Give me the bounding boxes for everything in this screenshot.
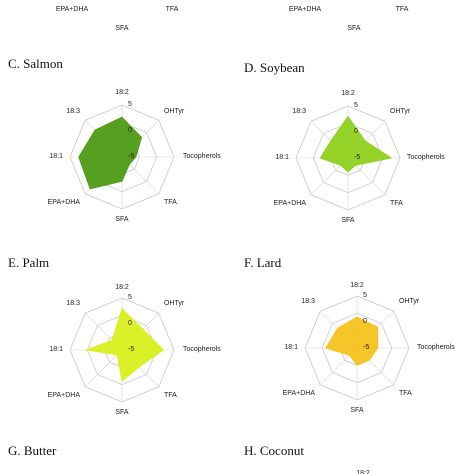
radar-spoke bbox=[84, 349, 123, 388]
axis-label-tfa: TFA bbox=[390, 200, 403, 207]
axis-label-18-3: 18:3 bbox=[66, 108, 80, 115]
axis-label-ohtyr: OHTyr bbox=[399, 298, 420, 305]
tick-label-0: 0 bbox=[363, 318, 367, 325]
axis-label-18-3: 18:3 bbox=[292, 108, 306, 115]
axis-label-ohtyr: OHTyr bbox=[164, 108, 185, 115]
axis-label-18-2: 18:2 bbox=[341, 90, 355, 97]
tick-label-0: 0 bbox=[354, 128, 358, 135]
tick-label-minus-5: -5 bbox=[128, 346, 134, 353]
axis-label-tfa: TFA bbox=[166, 6, 179, 13]
panel-title-h: H. Coconut bbox=[244, 443, 304, 458]
axis-label-18-1: 18:1 bbox=[49, 153, 63, 160]
tick-label-5: 5 bbox=[354, 102, 358, 109]
axis-label-ohtyr: OHTyr bbox=[390, 108, 411, 115]
axis-label-epa-dha: EPA+DHA bbox=[48, 392, 81, 399]
panel-title-c: C. Salmon bbox=[8, 56, 63, 71]
radar-area-d bbox=[319, 115, 393, 173]
tick-label-minus-5: -5 bbox=[363, 344, 369, 351]
tick-label-5: 5 bbox=[363, 292, 367, 299]
radar-panel-h: H. Coconut 18:2 bbox=[244, 443, 370, 474]
radar-panel-c: C. Salmon 18:2 OHTyr Tocopherols TFA SFA… bbox=[8, 56, 221, 223]
radar-area-e bbox=[84, 307, 165, 382]
axis-label-sfa: SFA bbox=[115, 409, 129, 416]
axis-label-tocopherols: Tocopherols bbox=[183, 346, 221, 353]
radar-panel-g: G. Butter bbox=[8, 443, 57, 458]
axis-label-sfa: SFA bbox=[350, 407, 364, 414]
axis-label-18-1: 18:1 bbox=[275, 154, 289, 161]
tick-label-0: 0 bbox=[128, 127, 132, 134]
axis-label-18-2: 18:2 bbox=[115, 89, 129, 96]
axis-label-epa-dha: EPA+DHA bbox=[289, 6, 322, 13]
radar-area-c bbox=[78, 116, 143, 190]
tick-label-5: 5 bbox=[128, 294, 132, 301]
radar-panel-a: EPA+DHA TFA SFA bbox=[56, 6, 179, 32]
axis-label-18-2: 18:2 bbox=[350, 282, 364, 289]
axis-label-tocopherols: Tocopherols bbox=[417, 344, 455, 351]
panel-title-d: D. Soybean bbox=[244, 60, 305, 75]
panel-title-e: E. Palm bbox=[8, 255, 49, 270]
axis-label-sfa: SFA bbox=[115, 25, 129, 32]
axis-label-ohtyr: OHTyr bbox=[164, 300, 185, 307]
axis-label-epa-dha: EPA+DHA bbox=[274, 200, 307, 207]
radar-panel-f: F. Lard 18:2 OHTyr Tocopherols TFA SFA E… bbox=[244, 255, 455, 414]
axis-label-18-2: 18:2 bbox=[356, 470, 370, 474]
panel-title-f: F. Lard bbox=[244, 255, 282, 270]
axis-label-sfa: SFA bbox=[115, 216, 129, 223]
axis-label-18-3: 18:3 bbox=[301, 298, 315, 305]
axis-label-18-3: 18:3 bbox=[66, 300, 80, 307]
axis-label-sfa: SFA bbox=[341, 217, 355, 224]
tick-label-0: 0 bbox=[128, 320, 132, 327]
axis-label-18-1: 18:1 bbox=[49, 346, 63, 353]
axis-label-tocopherols: Tocopherols bbox=[183, 153, 221, 160]
axis-label-18-1: 18:1 bbox=[284, 344, 298, 351]
axis-label-epa-dha: EPA+DHA bbox=[283, 390, 316, 397]
axis-label-epa-dha: EPA+DHA bbox=[56, 6, 89, 13]
panel-title-g: G. Butter bbox=[8, 443, 57, 458]
radar-panel-e: E. Palm 18:2 OHTyr Tocopherols TFA SFA E… bbox=[8, 255, 221, 416]
axis-label-tfa: TFA bbox=[164, 199, 177, 206]
axis-label-tfa: TFA bbox=[164, 392, 177, 399]
tick-label-minus-5: -5 bbox=[128, 153, 134, 160]
axis-label-18-2: 18:2 bbox=[115, 284, 129, 291]
axis-label-sfa: SFA bbox=[347, 25, 361, 32]
axis-label-tocopherols: Tocopherols bbox=[407, 154, 445, 161]
axis-label-epa-dha: EPA+DHA bbox=[48, 199, 81, 206]
tick-label-5: 5 bbox=[128, 101, 132, 108]
radar-panel-b: EPA+DHA TFA SFA bbox=[289, 6, 409, 32]
radar-area-f bbox=[325, 316, 379, 366]
axis-label-tfa: TFA bbox=[396, 6, 409, 13]
radar-panel-d: D. Soybean 18:2 OHTyr Tocopherols TFA SF… bbox=[244, 60, 445, 224]
tick-label-minus-5: -5 bbox=[354, 154, 360, 161]
axis-label-tfa: TFA bbox=[399, 390, 412, 397]
